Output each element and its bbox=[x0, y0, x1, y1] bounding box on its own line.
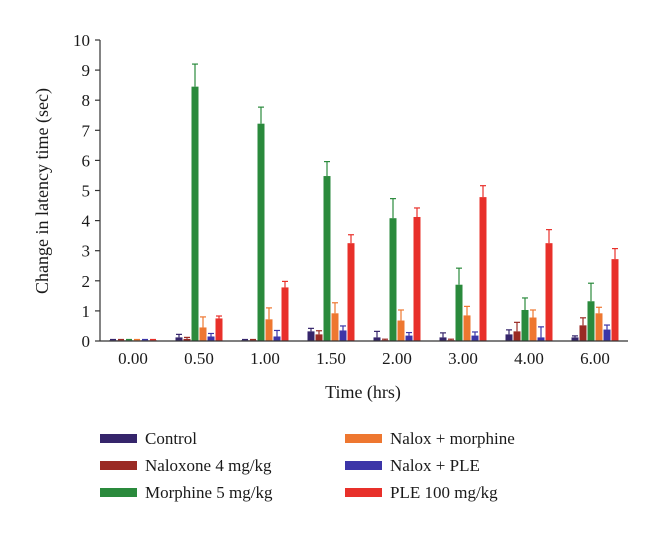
bar bbox=[347, 243, 355, 341]
x-tick-label: 2.00 bbox=[382, 349, 412, 368]
bar bbox=[315, 334, 323, 341]
bar bbox=[257, 123, 265, 341]
x-tick-label: 3.00 bbox=[448, 349, 478, 368]
bar bbox=[595, 313, 603, 341]
y-tick-label: 6 bbox=[82, 151, 91, 170]
bar bbox=[175, 337, 183, 341]
legend-item: Naloxone 4 mg/kg bbox=[100, 456, 272, 475]
y-tick-label: 0 bbox=[82, 332, 91, 351]
legend-label: Nalox + morphine bbox=[390, 429, 515, 448]
legend-item: Nalox + PLE bbox=[345, 456, 480, 475]
legend-swatch bbox=[100, 488, 137, 497]
legend-swatch bbox=[345, 488, 382, 497]
x-axis-label: Time (hrs) bbox=[325, 382, 401, 403]
bar bbox=[571, 337, 579, 341]
x-tick-label: 1.50 bbox=[316, 349, 346, 368]
bar bbox=[463, 315, 471, 341]
bar bbox=[537, 337, 545, 341]
bar bbox=[331, 313, 339, 341]
bar bbox=[603, 329, 611, 341]
bar bbox=[183, 338, 191, 341]
bar bbox=[339, 330, 347, 341]
legend-item: Morphine 5 mg/kg bbox=[100, 483, 273, 502]
bar bbox=[505, 334, 513, 341]
bar bbox=[207, 336, 215, 341]
legend-label: Morphine 5 mg/kg bbox=[145, 483, 273, 502]
legend-swatch bbox=[345, 461, 382, 470]
plot-area bbox=[109, 63, 619, 341]
x-tick-label: 1.00 bbox=[250, 349, 280, 368]
x-tick-label: 4.00 bbox=[514, 349, 544, 368]
bar bbox=[215, 318, 223, 341]
bar bbox=[413, 216, 421, 341]
bar bbox=[281, 287, 289, 341]
x-tick-label: 0.50 bbox=[184, 349, 214, 368]
legend-item: PLE 100 mg/kg bbox=[345, 483, 498, 502]
y-tick-label: 9 bbox=[82, 61, 91, 80]
bar bbox=[199, 327, 207, 341]
x-tick-label: 6.00 bbox=[580, 349, 610, 368]
legend-swatch bbox=[100, 461, 137, 470]
bar bbox=[405, 335, 413, 341]
bar bbox=[479, 197, 487, 341]
y-tick-label: 2 bbox=[82, 272, 91, 291]
bar bbox=[389, 218, 397, 341]
x-tick-label: 0.00 bbox=[118, 349, 148, 368]
bar bbox=[521, 309, 529, 341]
bar bbox=[545, 243, 553, 341]
bar bbox=[323, 176, 331, 341]
bar bbox=[265, 319, 273, 341]
y-axis-label: Change in latency time (sec) bbox=[32, 88, 53, 294]
legend-label: Naloxone 4 mg/kg bbox=[145, 456, 272, 475]
bar bbox=[307, 331, 315, 341]
y-tick-label: 7 bbox=[82, 121, 91, 140]
bar bbox=[439, 337, 447, 341]
legend: Control Naloxone 4 mg/kg Morphine 5 mg/kg N… bbox=[100, 429, 515, 502]
y-tick-label: 5 bbox=[82, 182, 91, 201]
legend-item: Nalox + morphine bbox=[345, 429, 515, 448]
y-tick-label: 4 bbox=[82, 212, 91, 231]
legend-item: Control bbox=[100, 429, 197, 448]
bar bbox=[471, 335, 479, 341]
bar bbox=[611, 259, 619, 341]
bar bbox=[397, 320, 405, 341]
bar bbox=[513, 331, 521, 341]
y-tick-label: 10 bbox=[73, 31, 90, 50]
bar bbox=[373, 337, 381, 341]
bar bbox=[455, 284, 463, 341]
y-tick-label: 8 bbox=[82, 91, 91, 110]
legend-swatch bbox=[100, 434, 137, 443]
bar bbox=[529, 317, 537, 341]
y-tick-label: 3 bbox=[82, 242, 91, 261]
y-tick-label: 1 bbox=[82, 302, 91, 321]
bar bbox=[273, 336, 281, 341]
bar bbox=[579, 325, 587, 341]
legend-label: Control bbox=[145, 429, 197, 448]
y-axis: 0 1 2 3 4 5 6 7 8 9 10 bbox=[73, 31, 101, 351]
bar bbox=[191, 86, 199, 341]
bar bbox=[587, 301, 595, 341]
legend-label: Nalox + PLE bbox=[390, 456, 480, 475]
x-axis: 0.00 0.50 1.00 1.50 2.00 3.00 4.00 6.00 bbox=[100, 340, 628, 368]
legend-label: PLE 100 mg/kg bbox=[390, 483, 498, 502]
legend-swatch bbox=[345, 434, 382, 443]
